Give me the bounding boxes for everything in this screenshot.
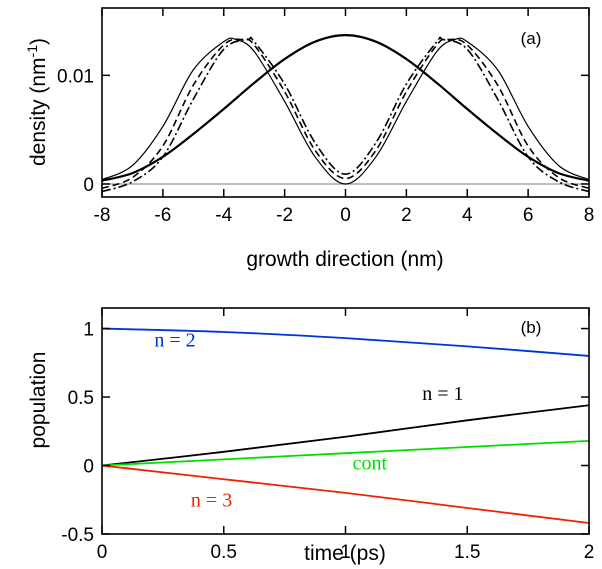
population-x-tick-label: 1.5 [454, 542, 480, 563]
density-x-tick-label: 6 [523, 205, 534, 226]
population-y-axis-label: population [27, 352, 50, 449]
population-y-tick-label: 1 [83, 320, 94, 341]
population-x-axis-label: time (ps) [304, 542, 386, 565]
density-panel: -8 -6 -4 -2 0 2 4 6 8 0 0.01 (a) growth direction … [24, 7, 594, 271]
population-x-tick-label: 1 [340, 542, 351, 563]
population-series-group [101, 327, 590, 524]
population-line-n-3 [101, 464, 590, 524]
density-y-axis-label: density (nm-1) [24, 38, 50, 166]
density-curve-thin-solid [101, 37, 590, 185]
density-x-tick-label: -2 [276, 205, 293, 226]
population-y-tick-label: -0.5 [61, 525, 94, 546]
density-y-tick-label: 0.01 [57, 66, 94, 87]
series-label-cont: cont [353, 453, 388, 475]
density-y-axis-label-close: ) [27, 38, 50, 45]
panel-b-label: (b) [521, 318, 542, 337]
density-x-axis-label: growth direction (nm) [246, 248, 443, 271]
series-label-n-2: n = 2 [154, 329, 195, 351]
series-label-n-3: n = 3 [191, 490, 232, 512]
population-y-tick-label: 0.5 [68, 388, 94, 409]
population-panel: 0 0.5 1 1.5 2-0.500.51 (b) time (ps) populat… [27, 307, 594, 565]
density-x-tick-label: -8 [94, 205, 111, 226]
population-x-tick-label: 0 [97, 542, 108, 563]
density-x-tick-label: -6 [154, 205, 171, 226]
density-y-tick-label: 0 [83, 175, 94, 196]
density-x-tick-label: 4 [462, 205, 473, 226]
series-label-n-1: n = 1 [422, 383, 463, 405]
density-x-tick-label: -4 [215, 205, 232, 226]
population-ticks: 0 0.5 1 1.5 2-0.500.51 [61, 308, 594, 563]
density-curve-dash-dot [101, 36, 590, 193]
density-x-tick-label: 8 [584, 205, 595, 226]
population-line-n-2 [101, 327, 590, 357]
density-ticks: -8 -6 -4 -2 0 2 4 6 8 0 0.01 [57, 8, 594, 226]
density-curve-dashed [101, 38, 590, 190]
density-curve-thick-solid [101, 34, 590, 182]
population-series-labels: n = 2 n = 1 cont n = 3 [154, 329, 463, 511]
density-y-axis-label-main: density (nm [27, 57, 50, 166]
density-x-tick-label: 2 [401, 205, 412, 226]
population-y-tick-label: 0 [83, 457, 94, 478]
population-line-cont [101, 439, 590, 467]
density-y-axis-label-sup: -1 [24, 45, 40, 58]
panel-a-label: (a) [521, 29, 542, 48]
density-x-tick-label: 0 [340, 205, 351, 226]
population-line-n-1 [101, 404, 590, 467]
population-x-tick-label: 2 [584, 542, 595, 563]
population-x-tick-label: 0.5 [211, 542, 237, 563]
density-series-group [101, 34, 590, 193]
